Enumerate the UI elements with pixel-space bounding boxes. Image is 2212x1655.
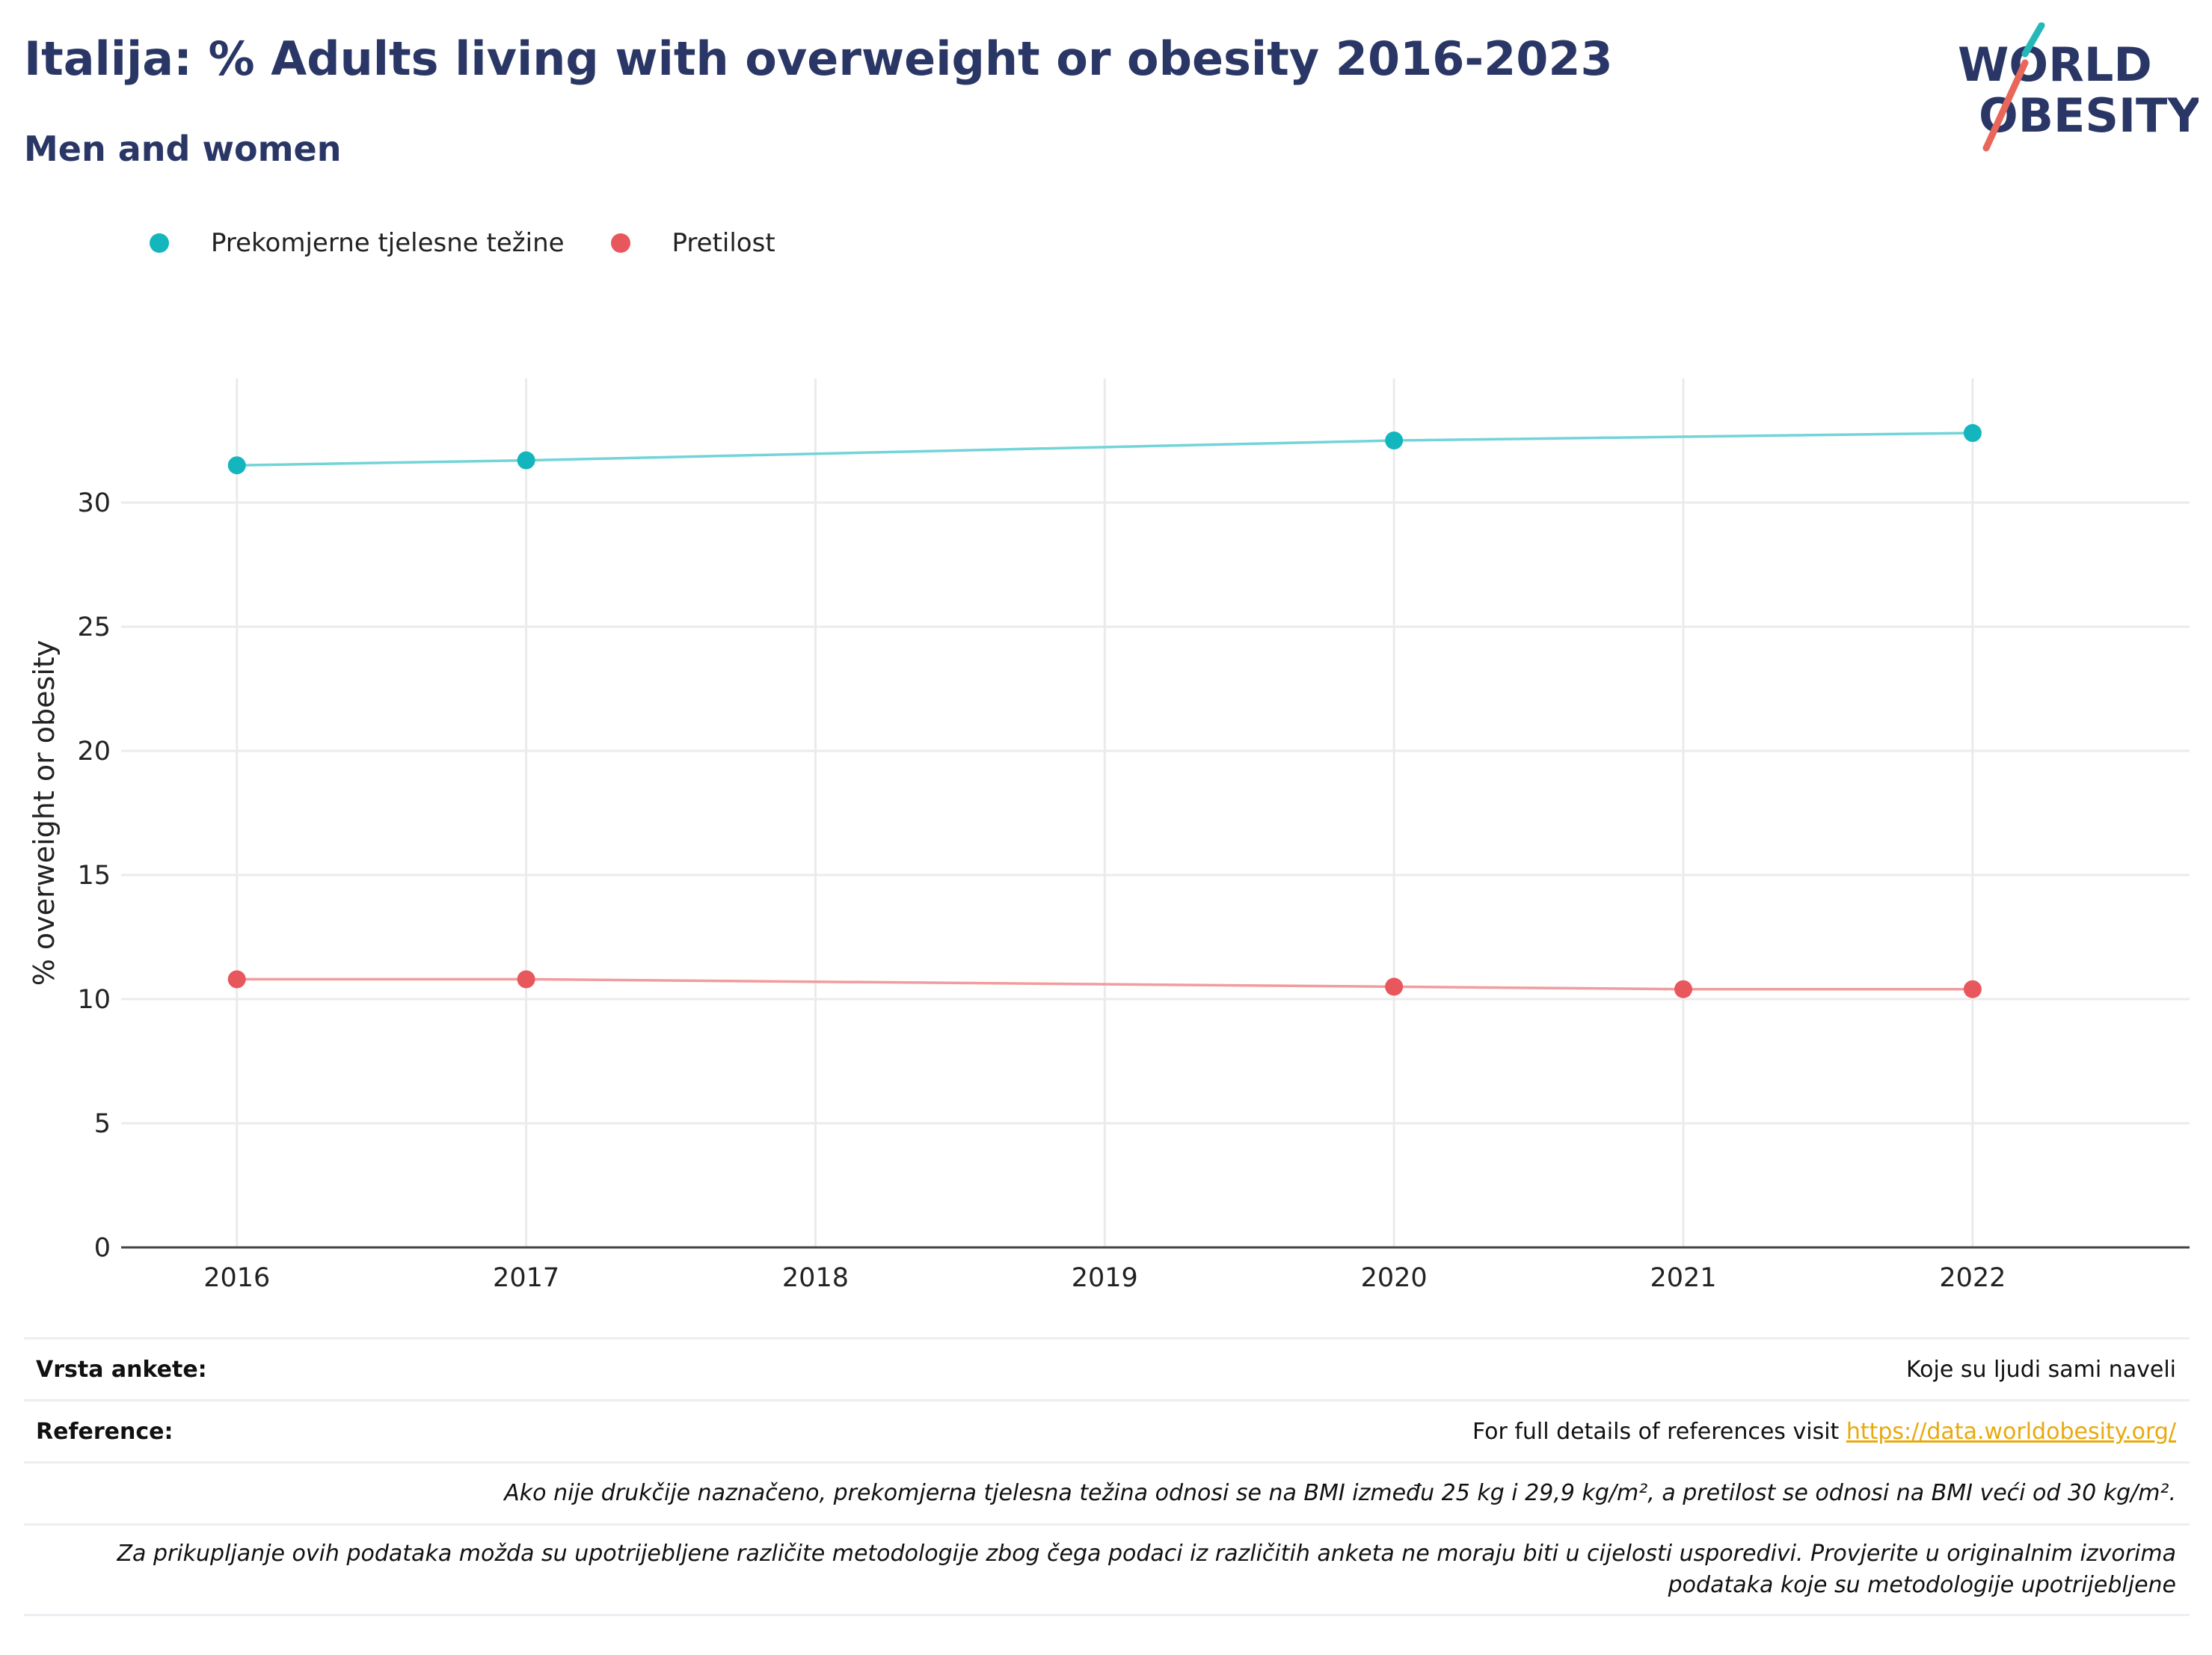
y-axis-title: % overweight or obesity xyxy=(28,640,61,986)
x-tick-label-2020: 2020 xyxy=(1361,1263,1428,1293)
methodology-note-line-1: Za prikupljanje ovih podataka možda su u… xyxy=(117,1541,2176,1567)
footer-reference-row: Reference: For full details of reference… xyxy=(24,1399,2190,1461)
logo-word-world: WORLD xyxy=(1958,37,2152,92)
legend-label-overweight: Prekomjerne tjelesne težine xyxy=(211,228,565,258)
reference-link[interactable]: https://data.worldobesity.org/ xyxy=(1846,1418,2176,1445)
data-point-0-2020 xyxy=(1385,432,1404,449)
y-tick-label-30: 30 xyxy=(77,488,111,518)
data-point-1-2021 xyxy=(1674,980,1693,998)
y-tick-label-5: 5 xyxy=(94,1109,111,1139)
logo-slash-teal xyxy=(2021,22,2045,58)
legend-marker-obesity xyxy=(610,233,630,253)
chart-footer: Vrsta ankete: Koje su ljudi sami naveli … xyxy=(24,1337,2190,1616)
x-tick-label-2018: 2018 xyxy=(782,1263,849,1293)
y-tick-label-25: 25 xyxy=(77,612,111,642)
y-tick-label-0: 0 xyxy=(94,1233,111,1263)
reference-text-wrap: For full details of references visit htt… xyxy=(1472,1419,2176,1445)
x-tick-label-2019: 2019 xyxy=(1072,1263,1138,1293)
data-point-0-2017 xyxy=(517,451,535,470)
methodology-note-line-2: podataka koje su metodologije upotrijebl… xyxy=(1668,1572,2176,1598)
world-obesity-logo: WORLD OBESITY xyxy=(1958,22,2199,152)
data-point-1-2017 xyxy=(517,970,535,989)
data-point-1-2022 xyxy=(1963,980,1982,998)
reference-text: For full details of references visit xyxy=(1472,1418,1846,1445)
chart-legend: Prekomjerne tjelesne težine Pretilost xyxy=(150,223,822,263)
line-chart: 2016 2017 2018 2019 2020 2021 2022 0 5 10 15 20 25 30… xyxy=(28,378,2190,1293)
series-line-0 xyxy=(236,432,1973,467)
reference-label: Reference: xyxy=(36,1418,173,1445)
logo-slash-coral xyxy=(1982,59,2029,152)
methodology-note: Za prikupljanje ovih podataka možda su u… xyxy=(36,1538,2176,1601)
footer-note-definitions: Ako nije drukčije naznačeno, prekomjerna… xyxy=(24,1461,2190,1523)
footer-survey-row: Vrsta ankete: Koje su ljudi sami naveli xyxy=(24,1337,2190,1399)
legend-marker-overweight xyxy=(150,233,169,253)
data-point-1-2020 xyxy=(1385,977,1404,996)
page-title: Italija: % Adults living with overweight… xyxy=(24,31,1613,86)
legend-item-obesity[interactable]: Pretilost xyxy=(610,228,775,258)
y-tick-label-10: 10 xyxy=(77,985,111,1015)
x-tick-label-2017: 2017 xyxy=(493,1263,559,1293)
x-tick-label-2021: 2021 xyxy=(1650,1263,1716,1293)
x-tick-label-2022: 2022 xyxy=(1939,1263,2006,1293)
legend-label-obesity: Pretilost xyxy=(672,228,775,258)
data-point-1-2016 xyxy=(227,970,246,989)
data-point-0-2016 xyxy=(227,456,246,475)
data-point-0-2022 xyxy=(1963,424,1982,443)
survey-type-value: Koje su ljudi sami naveli xyxy=(1905,1356,2176,1383)
legend-item-overweight[interactable]: Prekomjerne tjelesne težine xyxy=(150,228,565,258)
survey-type-label: Vrsta ankete: xyxy=(36,1356,207,1383)
definitions-note: Ako nije drukčije naznačeno, prekomjerna… xyxy=(504,1480,2176,1506)
footer-note-methodology: Za prikupljanje ovih podataka možda su u… xyxy=(24,1523,2190,1616)
y-tick-label-20: 20 xyxy=(77,737,111,767)
page-subtitle: Men and women xyxy=(24,129,342,169)
x-tick-label-2016: 2016 xyxy=(203,1263,270,1293)
logo-word-obesity: OBESITY xyxy=(1979,88,2199,143)
y-tick-label-15: 15 xyxy=(77,861,111,891)
